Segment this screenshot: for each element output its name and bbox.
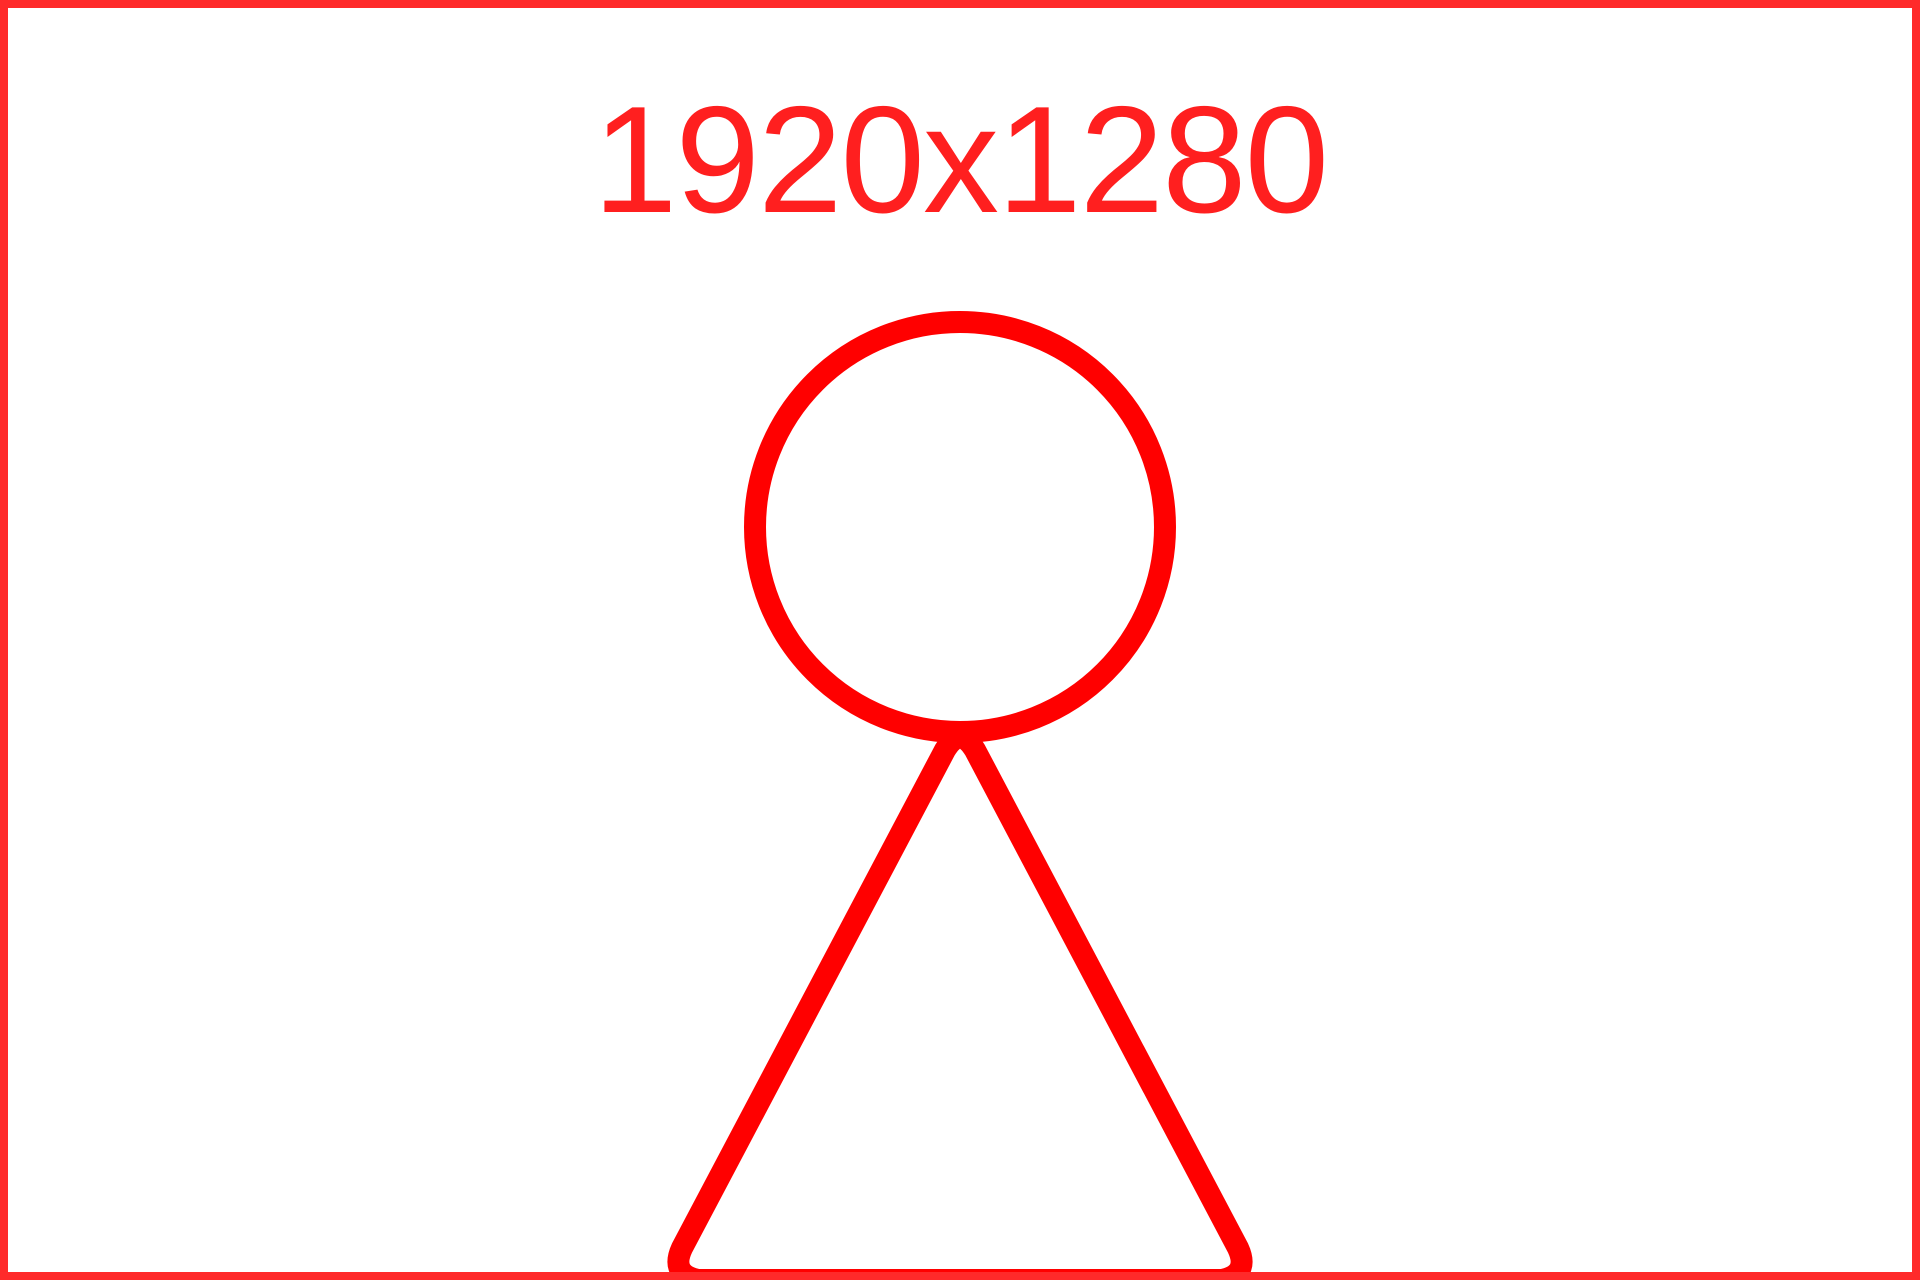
head-circle xyxy=(744,311,1176,743)
dimension-label: 1920x1280 xyxy=(592,75,1329,245)
frame-bottom-edge xyxy=(0,1272,1920,1280)
body-triangle xyxy=(667,726,1253,1280)
